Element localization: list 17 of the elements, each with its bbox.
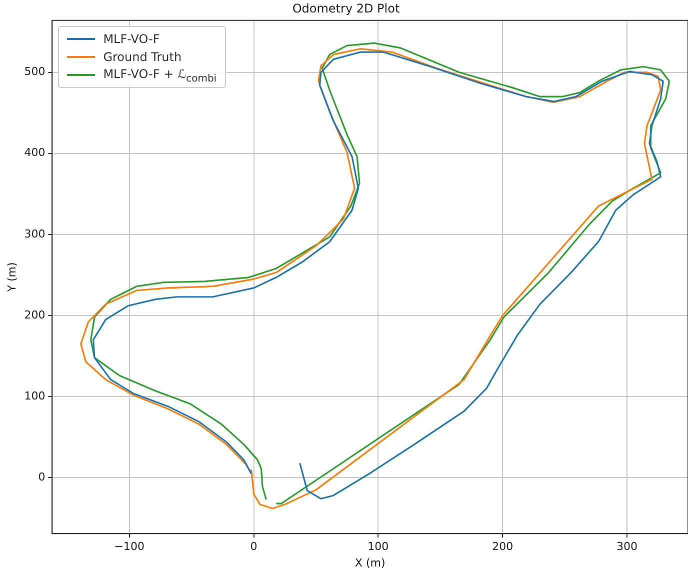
y-tick-label: 200 <box>24 308 46 322</box>
y-tick-label: 400 <box>24 146 46 160</box>
y-tick-label: 100 <box>24 389 46 402</box>
x-tick-label: 0 <box>250 540 258 554</box>
y-tick-label: 300 <box>24 227 46 240</box>
y-tick-label: 0 <box>38 470 46 484</box>
legend-label: Ground Truth <box>103 50 182 64</box>
x-tick-label: −100 <box>114 540 144 554</box>
legend-label: MLF-VO-F <box>103 32 160 46</box>
legend-label: MLF-VO-F + ℒ$_{combi}$ <box>103 66 217 84</box>
x-tick-label: 100 <box>368 540 389 554</box>
x-axis-title: X (m) <box>354 556 386 570</box>
x-tick-label: 200 <box>492 540 514 554</box>
y-axis-title: Y (m) <box>5 262 18 293</box>
chart-title: Odometry 2D Plot <box>292 1 400 16</box>
x-tick-label: 300 <box>616 540 638 554</box>
y-tick-label: 500 <box>24 65 46 78</box>
